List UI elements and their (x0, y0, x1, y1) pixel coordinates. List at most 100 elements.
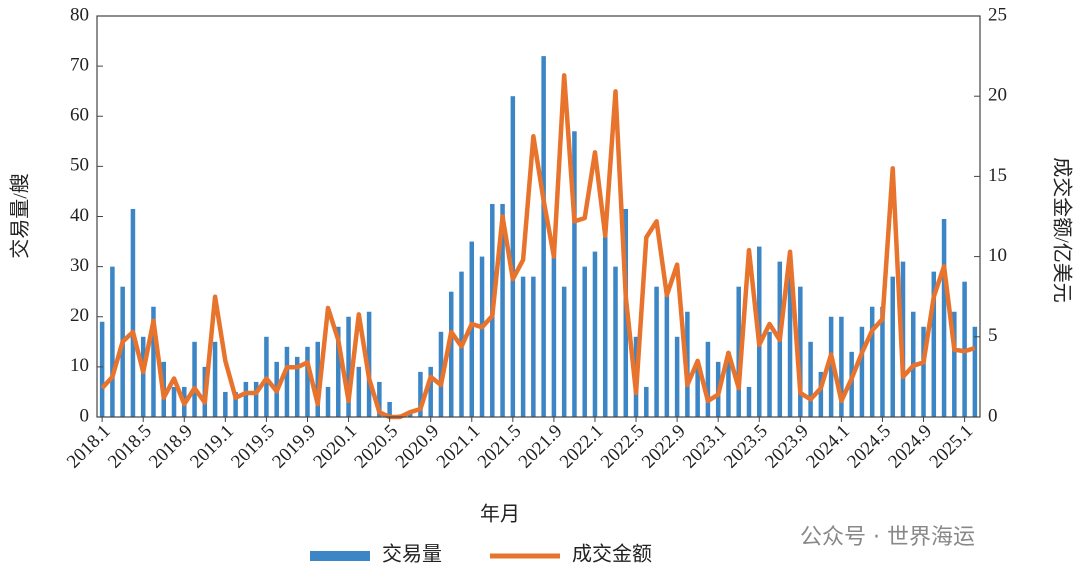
bar (972, 326, 978, 417)
bar (120, 286, 125, 417)
y-tick-label: 70 (70, 54, 89, 75)
bar (171, 386, 177, 417)
bar (510, 96, 516, 417)
bar (99, 321, 105, 417)
y2-tick-label: 15 (988, 165, 1007, 186)
bar (346, 316, 351, 417)
x-tick-label: 2024.1 (802, 421, 854, 473)
bar (130, 208, 136, 417)
x-tick-label: 2020.1 (309, 421, 361, 473)
y2-tick-label: 25 (988, 4, 1007, 25)
bar (818, 371, 824, 417)
bar (151, 306, 156, 417)
x-tick-label: 2025.1 (925, 421, 977, 473)
plot-frame (96, 15, 981, 418)
bar (869, 306, 875, 417)
bar (592, 251, 598, 417)
x-tick-label: 2018.9 (145, 421, 197, 473)
x-tick-label: 2021.1 (433, 421, 485, 473)
bar (428, 366, 433, 417)
bar (418, 371, 423, 417)
x-tick-label: 2018.5 (104, 421, 156, 473)
x-axis-title: 年月 (480, 503, 520, 526)
bar (212, 341, 218, 417)
x-tick-label: 2022.9 (638, 421, 690, 473)
bar (325, 386, 331, 417)
bar (294, 356, 300, 417)
y2-tick-label: 0 (988, 405, 998, 426)
bar (644, 386, 649, 417)
y-tick-label: 10 (70, 355, 89, 376)
y-tick-label: 50 (70, 155, 89, 176)
x-tick-label: 2022.1 (556, 421, 608, 473)
bar (952, 311, 957, 417)
bar (305, 346, 310, 417)
bar (479, 256, 485, 417)
bar (787, 276, 793, 417)
bar (921, 326, 926, 417)
line-series (100, 73, 976, 420)
bar (941, 219, 947, 417)
y-tick-label: 0 (80, 405, 90, 426)
bar (336, 326, 341, 417)
bar (110, 266, 115, 417)
x-tick-label: 2018.1 (63, 421, 115, 473)
x-tick-label: 2019.5 (227, 421, 279, 473)
y2-tick-label: 20 (988, 85, 1007, 106)
bar (531, 276, 536, 417)
legend-label: 交易量 (382, 543, 442, 566)
bar (890, 276, 895, 417)
x-tick-label: 2019.1 (186, 421, 238, 473)
bar (551, 251, 557, 417)
bar (284, 346, 290, 417)
bar (654, 286, 659, 417)
bar (839, 316, 844, 417)
bar (849, 351, 854, 417)
bar (520, 276, 526, 417)
bar (561, 286, 567, 417)
x-tick-label: 2023.5 (720, 421, 772, 473)
y2-axis-title: 成交金额/亿美元 (1050, 157, 1073, 303)
bar (500, 203, 505, 417)
bar (315, 341, 321, 417)
x-tick-label: 2023.1 (679, 421, 731, 473)
bar (726, 351, 731, 417)
x-tick-label: 2024.5 (843, 421, 895, 473)
bar (746, 386, 752, 417)
bar (572, 131, 577, 417)
bar (387, 401, 392, 417)
bar (798, 286, 803, 417)
y-tick-label: 40 (70, 205, 89, 226)
bar (377, 381, 382, 417)
bar (582, 266, 587, 417)
bar (223, 391, 228, 417)
bar (664, 291, 670, 417)
bar (253, 381, 259, 417)
bar (541, 56, 546, 417)
watermark: 公众号 · 世界海运 (800, 525, 975, 550)
x-tick-label: 2020.5 (350, 421, 402, 473)
legend-swatch (310, 551, 370, 561)
x-tick-label: 2024.9 (884, 421, 936, 473)
y2-tick-label: 5 (988, 325, 998, 346)
y-tick-label: 20 (70, 305, 89, 326)
y-tick-label: 80 (70, 4, 89, 25)
bar (602, 236, 608, 417)
bar (880, 306, 885, 417)
legend-label: 成交金额 (572, 543, 652, 566)
bar (767, 331, 772, 417)
bar (448, 291, 454, 417)
bar (674, 336, 680, 417)
bar (931, 271, 937, 417)
y-tick-label: 30 (70, 255, 89, 276)
x-tick-label: 2022.5 (597, 421, 649, 473)
y2-tick-label: 10 (988, 245, 1007, 266)
x-tick-label: 2021.5 (474, 421, 526, 473)
bar (140, 336, 146, 417)
bar (705, 341, 711, 417)
x-tick-label: 2019.9 (268, 421, 320, 473)
bar (192, 341, 197, 417)
bar (736, 286, 741, 417)
y-axis-title: 交易量/艘 (9, 173, 32, 259)
